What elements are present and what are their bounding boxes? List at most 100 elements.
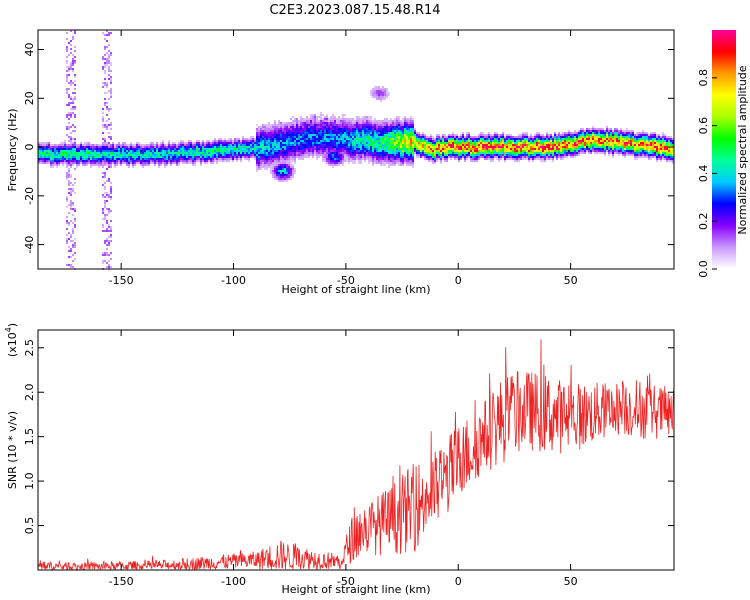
heatmap-cell	[280, 148, 282, 150]
heatmap-cell	[290, 118, 292, 120]
heatmap-cell	[360, 118, 362, 120]
heatmap-cell	[344, 134, 346, 136]
heatmap-cell	[66, 154, 68, 156]
heatmap-cell	[392, 124, 394, 126]
heatmap-cell	[596, 134, 598, 136]
heatmap-cell	[84, 152, 86, 154]
heatmap-cell	[538, 154, 540, 156]
heatmap-cell	[298, 150, 300, 152]
heatmap-cell	[424, 158, 426, 160]
heatmap-cell	[62, 144, 64, 146]
heatmap-cell	[554, 136, 556, 138]
heatmap-cell	[416, 132, 418, 134]
heatmap-cell	[126, 156, 128, 158]
heatmap-cell	[66, 200, 68, 202]
heatmap-cell	[512, 146, 514, 148]
heatmap-cell	[352, 142, 354, 144]
heatmap-cell	[350, 126, 352, 128]
heatmap-cell	[106, 158, 108, 160]
heatmap-cell	[366, 154, 368, 156]
heatmap-cell	[58, 150, 60, 152]
heatmap-cell	[290, 174, 292, 176]
heatmap-cell	[174, 146, 176, 148]
heatmap-cell	[302, 122, 304, 124]
heatmap-cell	[306, 134, 308, 136]
heatmap-cell	[328, 142, 330, 144]
heatmap-cell	[80, 162, 82, 164]
heatmap-cell	[556, 140, 558, 142]
heatmap-cell	[346, 148, 348, 150]
heatmap-cell	[170, 156, 172, 158]
heatmap-cell	[72, 164, 74, 166]
heatmap-cell	[620, 146, 622, 148]
heatmap-cell	[552, 150, 554, 152]
heatmap-cell	[380, 132, 382, 134]
heatmap-cell	[108, 78, 110, 80]
heatmap-cell	[448, 146, 450, 148]
heatmap-cell	[262, 164, 264, 166]
heatmap-cell	[412, 134, 414, 136]
heatmap-cell	[380, 92, 382, 94]
heatmap-cell	[368, 116, 370, 118]
heatmap-cell	[326, 158, 328, 160]
heatmap-cell	[322, 148, 324, 150]
heatmap-cell	[232, 152, 234, 154]
heatmap-cell	[410, 140, 412, 142]
heatmap-cell	[584, 130, 586, 132]
heatmap-cell	[408, 152, 410, 154]
heatmap-cell	[422, 154, 424, 156]
heatmap-cell	[104, 46, 106, 48]
heatmap-cell	[282, 172, 284, 174]
heatmap-cell	[282, 126, 284, 128]
heatmap-cell	[386, 156, 388, 158]
heatmap-cell	[526, 158, 528, 160]
heatmap-cell	[84, 164, 86, 166]
heatmap-cell	[392, 148, 394, 150]
heatmap-cell	[272, 126, 274, 128]
heatmap-cell	[88, 144, 90, 146]
heatmap-cell	[352, 162, 354, 164]
heatmap-cell	[102, 194, 104, 196]
heatmap-cell	[382, 130, 384, 132]
heatmap-cell	[334, 120, 336, 122]
heatmap-cell	[422, 136, 424, 138]
heatmap-cell	[332, 136, 334, 138]
heatmap-cell	[394, 152, 396, 154]
heatmap-cell	[436, 136, 438, 138]
heatmap-cell	[82, 148, 84, 150]
heatmap-cell	[44, 158, 46, 160]
heatmap-cell	[344, 142, 346, 144]
heatmap-cell	[52, 152, 54, 154]
heatmap-cell	[106, 86, 108, 88]
heatmap-cell	[590, 144, 592, 146]
heatmap-cell	[102, 116, 104, 118]
heatmap-cell	[378, 140, 380, 142]
heatmap-cell	[104, 214, 106, 216]
heatmap-cell	[72, 208, 74, 210]
heatmap-cell	[326, 142, 328, 144]
heatmap-cell	[396, 132, 398, 134]
heatmap-cell	[350, 146, 352, 148]
heatmap-cell	[618, 150, 620, 152]
heatmap-cell	[380, 156, 382, 158]
heatmap-cell	[412, 140, 414, 142]
heatmap-cell	[268, 128, 270, 130]
heatmap-cell	[98, 148, 100, 150]
heatmap-cell	[582, 130, 584, 132]
heatmap-cell	[452, 152, 454, 154]
heatmap-cell	[298, 148, 300, 150]
heatmap-cell	[208, 140, 210, 142]
heatmap-cell	[378, 86, 380, 88]
heatmap-cell	[532, 150, 534, 152]
heatmap-cell	[576, 136, 578, 138]
heatmap-cell	[106, 220, 108, 222]
heatmap-cell	[562, 150, 564, 152]
heatmap-cell	[392, 146, 394, 148]
heatmap-cell	[376, 152, 378, 154]
heatmap-cell	[174, 158, 176, 160]
heatmap-cell	[374, 118, 376, 120]
heatmap-cell	[272, 142, 274, 144]
heatmap-cell	[418, 144, 420, 146]
heatmap-cell	[526, 156, 528, 158]
heatmap-cell	[156, 146, 158, 148]
